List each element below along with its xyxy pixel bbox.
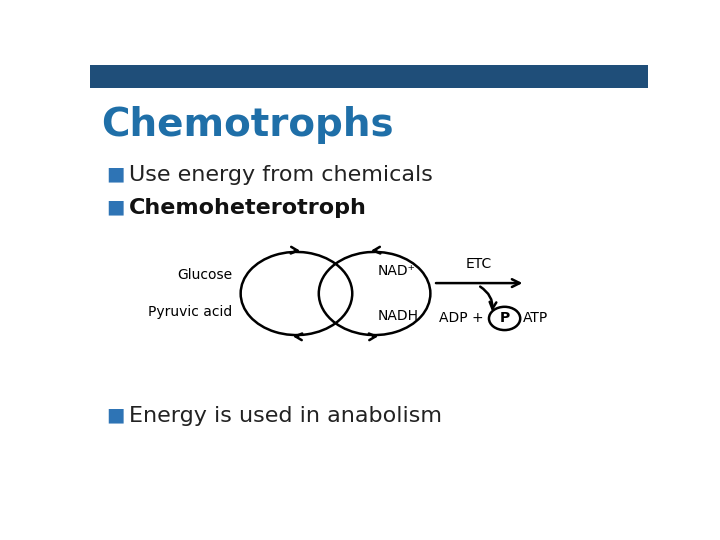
Text: Energy is used in anabolism: Energy is used in anabolism xyxy=(129,406,442,426)
Text: Pyruvic acid: Pyruvic acid xyxy=(148,305,233,319)
Text: ETC: ETC xyxy=(466,256,492,271)
Text: ■: ■ xyxy=(107,165,125,184)
Text: ■: ■ xyxy=(107,198,125,217)
Text: P: P xyxy=(500,312,510,326)
Text: ■: ■ xyxy=(107,406,125,425)
FancyBboxPatch shape xyxy=(90,65,648,87)
Text: Use energy from chemicals: Use energy from chemicals xyxy=(129,165,433,185)
Text: Chemotrophs: Chemotrophs xyxy=(101,106,394,144)
Text: NADH: NADH xyxy=(377,309,418,323)
Text: NAD⁺: NAD⁺ xyxy=(377,264,415,278)
Text: ADP +: ADP + xyxy=(439,312,488,326)
Text: ATP: ATP xyxy=(523,312,548,326)
Text: Chemoheterotroph: Chemoheterotroph xyxy=(129,198,367,218)
Text: Glucose: Glucose xyxy=(177,268,233,282)
